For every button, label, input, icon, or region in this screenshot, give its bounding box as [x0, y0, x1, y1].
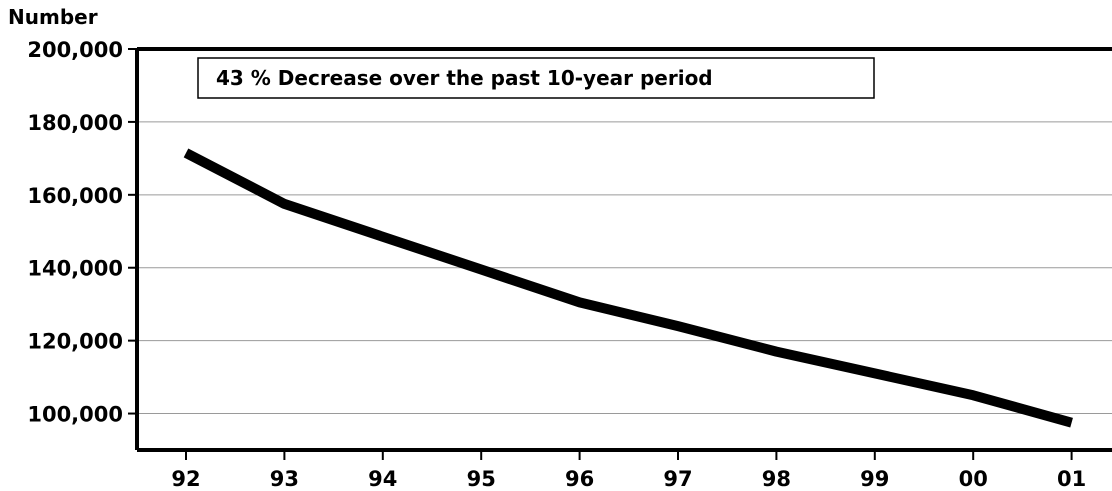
x-tick-label: 92	[171, 467, 200, 491]
y-tick-label: 180,000	[27, 111, 123, 135]
y-tick-label: 200,000	[27, 38, 123, 62]
x-tick-label: 93	[270, 467, 299, 491]
annotation-text: 43 % Decrease over the past 10-year peri…	[216, 66, 713, 90]
y-tick-label: 140,000	[27, 257, 123, 281]
x-tick-label: 01	[1057, 467, 1086, 491]
gridlines	[137, 121, 1112, 415]
x-tick-label: 96	[565, 467, 594, 491]
annotation-box: 43 % Decrease over the past 10-year peri…	[197, 57, 875, 99]
y-tick-label: 160,000	[27, 184, 123, 208]
x-tick-label: 95	[467, 467, 496, 491]
y-axis-ticks: 100,000 120,000 140,000 160,000 180,000 200,0…	[27, 38, 137, 427]
series-line	[183, 148, 1073, 428]
y-tick-label: 120,000	[27, 330, 123, 354]
plot-frame	[135, 47, 1112, 452]
y-tick-label: 100,000	[27, 403, 123, 427]
x-tick-label: 97	[663, 467, 692, 491]
x-tick-label: 00	[959, 467, 988, 491]
x-axis-ticks: 92 93 94 95 96 97 98 99 00 01	[171, 450, 1086, 491]
y-axis-title: Number	[8, 5, 98, 29]
x-tick-label: 99	[860, 467, 889, 491]
x-tick-label: 94	[368, 467, 397, 491]
x-tick-label: 98	[762, 467, 791, 491]
